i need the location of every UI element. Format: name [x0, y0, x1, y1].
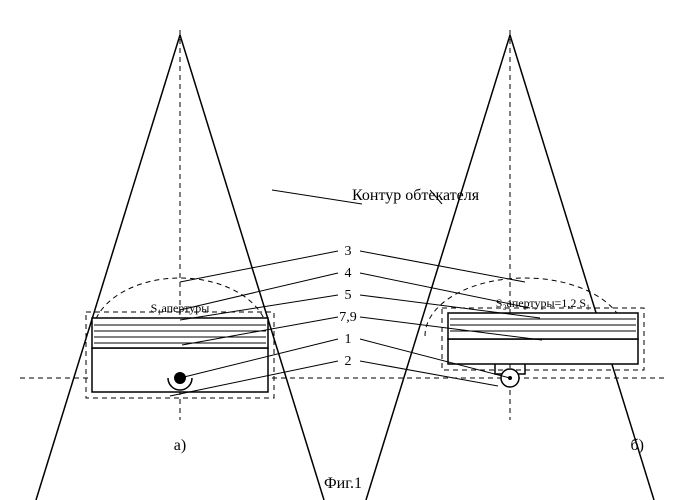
contour-label: Контур обтекателя	[352, 187, 480, 204]
figure-caption: Фиг.1	[324, 475, 362, 492]
svg-text:а): а)	[174, 437, 186, 454]
leader-number: 5	[345, 288, 352, 303]
leader-number: 4	[345, 266, 352, 281]
leader-number: 3	[345, 244, 352, 259]
svg-text:S₁апертуры: S₁апертуры	[151, 301, 210, 315]
svg-text:б): б)	[631, 437, 644, 454]
svg-text:S₂апертуры=1,2 S₁: S₂апертуры=1,2 S₁	[496, 296, 590, 310]
leader-number: 7,9	[339, 310, 357, 325]
leader-number: 1	[345, 332, 352, 347]
leader-number: 2	[345, 354, 352, 369]
